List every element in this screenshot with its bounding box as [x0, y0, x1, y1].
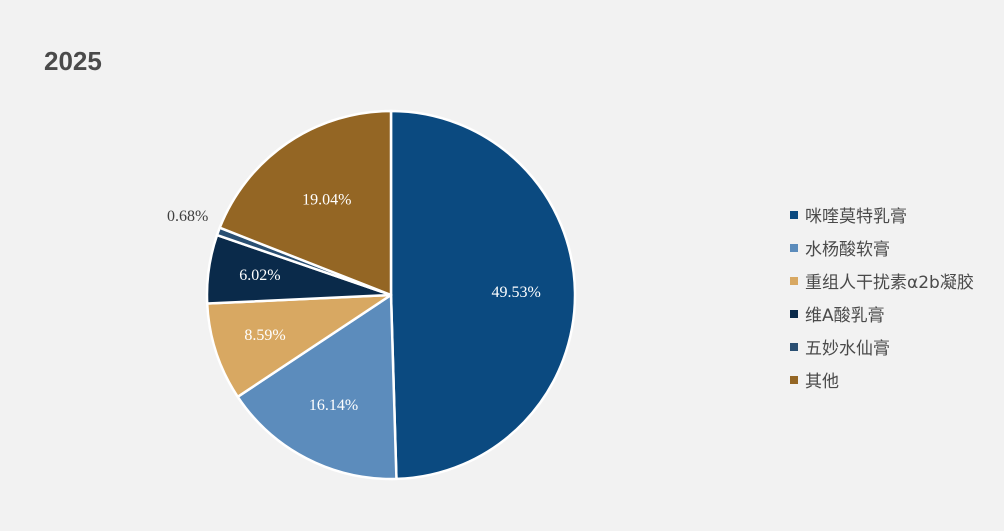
- legend-label: 咪喹莫特乳膏: [805, 207, 907, 227]
- pie-slice-5: [218, 109, 393, 297]
- legend-label: 五妙水仙膏: [805, 339, 890, 359]
- pie-slice-1: [236, 293, 398, 481]
- legend-item: 重组人干扰素α2b凝胶: [790, 264, 974, 297]
- legend-label: 水杨酸软膏: [805, 240, 890, 260]
- legend-swatch: [790, 210, 798, 219]
- legend-label: 其他: [805, 372, 839, 392]
- legend-swatch: [790, 243, 798, 252]
- legend-label: 重组人干扰素α2b凝胶: [805, 273, 974, 293]
- slice-label-0: 49.53%: [491, 284, 540, 301]
- legend-swatch: [790, 375, 798, 384]
- legend-item: 咪喹莫特乳膏: [790, 198, 974, 231]
- chart-title: 2025: [44, 46, 102, 76]
- slice-label-4: 0.68%: [167, 208, 208, 225]
- legend-swatch: [790, 276, 798, 285]
- legend-item: 其他: [790, 363, 974, 396]
- legend-item: 五妙水仙膏: [790, 330, 974, 363]
- slice-label-2: 8.59%: [244, 327, 285, 344]
- slice-label-1: 16.14%: [309, 397, 358, 414]
- pie-slice-0: [389, 109, 577, 481]
- pie-slice-2: [205, 293, 393, 399]
- legend-item: 维A酸乳膏: [790, 297, 974, 330]
- slice-label-3: 6.02%: [239, 267, 280, 284]
- slice-label-5: 19.04%: [302, 191, 351, 208]
- pie-chart: 49.53% 16.14% 8.59% 6.02% 0.68% 19.04%: [167, 109, 577, 481]
- legend-swatch: [790, 309, 798, 318]
- legend: 咪喹莫特乳膏 水杨酸软膏重组人干扰素α2b凝胶 维A酸乳膏五妙水仙膏其他: [790, 198, 974, 396]
- legend-item: 水杨酸软膏: [790, 231, 974, 264]
- legend-swatch: [790, 342, 798, 351]
- legend-label: 维A酸乳膏: [805, 306, 885, 326]
